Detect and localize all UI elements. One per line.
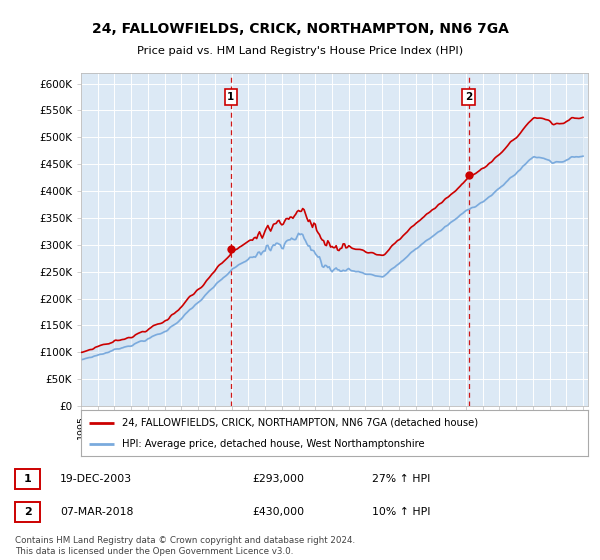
Text: 2: 2 xyxy=(24,507,31,517)
Text: £430,000: £430,000 xyxy=(252,507,304,517)
Text: 2: 2 xyxy=(465,92,472,102)
Text: 24, FALLOWFIELDS, CRICK, NORTHAMPTON, NN6 7GA: 24, FALLOWFIELDS, CRICK, NORTHAMPTON, NN… xyxy=(92,22,508,36)
Text: 1: 1 xyxy=(24,474,31,484)
Text: 1: 1 xyxy=(227,92,235,102)
Text: Price paid vs. HM Land Registry's House Price Index (HPI): Price paid vs. HM Land Registry's House … xyxy=(137,46,463,56)
Text: HPI: Average price, detached house, West Northamptonshire: HPI: Average price, detached house, West… xyxy=(122,439,424,449)
Text: 19-DEC-2003: 19-DEC-2003 xyxy=(60,474,132,484)
Text: 27% ↑ HPI: 27% ↑ HPI xyxy=(372,474,430,484)
Text: 10% ↑ HPI: 10% ↑ HPI xyxy=(372,507,431,517)
Text: 07-MAR-2018: 07-MAR-2018 xyxy=(60,507,133,517)
Text: £293,000: £293,000 xyxy=(252,474,304,484)
Text: 24, FALLOWFIELDS, CRICK, NORTHAMPTON, NN6 7GA (detached house): 24, FALLOWFIELDS, CRICK, NORTHAMPTON, NN… xyxy=(122,418,478,428)
Text: Contains HM Land Registry data © Crown copyright and database right 2024.
This d: Contains HM Land Registry data © Crown c… xyxy=(15,536,355,556)
